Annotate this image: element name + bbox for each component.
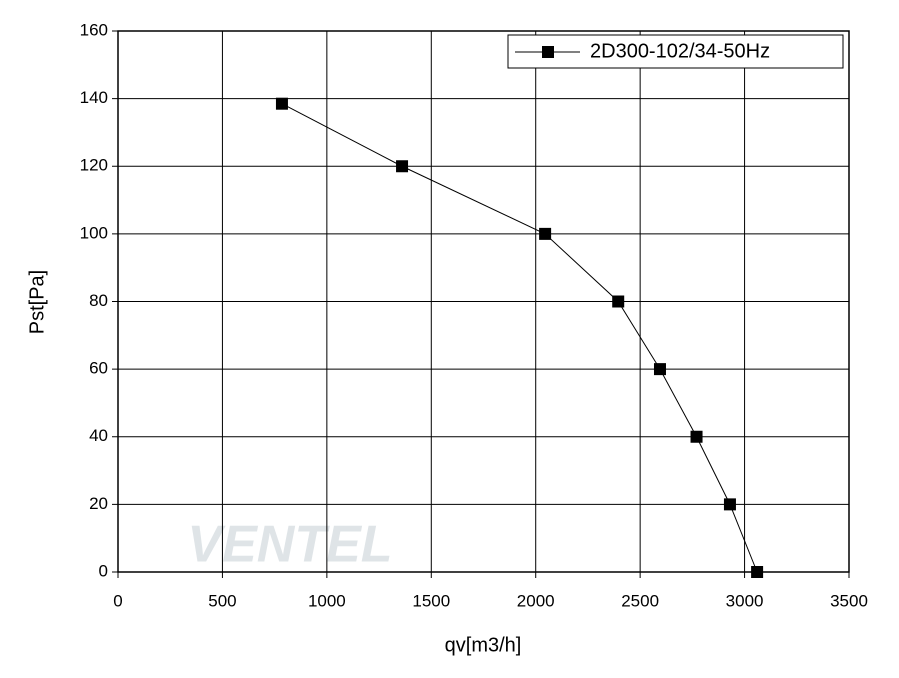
legend-marker [542, 46, 554, 58]
y-tick-label: 0 [99, 561, 108, 580]
y-tick-label: 80 [89, 291, 108, 310]
watermark: VENTEL [187, 516, 392, 574]
y-tick-label: 140 [80, 88, 108, 107]
plot-frame [117, 30, 850, 573]
x-tick-label: 2000 [517, 591, 555, 610]
data-point [723, 498, 736, 511]
x-tick-label: 500 [208, 591, 236, 610]
y-tick-label: 120 [80, 156, 108, 175]
series-line [281, 103, 758, 573]
x-tick-label: 0 [113, 591, 122, 610]
y-tick-label: 40 [89, 426, 108, 445]
y-axis-label: Pst[Pa] [26, 270, 48, 334]
x-tick-label: 3000 [726, 591, 764, 610]
x-tick-label: 2500 [621, 591, 659, 610]
x-axis-label: qv[m3/h] [445, 634, 522, 656]
data-point [751, 566, 764, 578]
data-point [653, 363, 666, 376]
data-point [612, 295, 625, 308]
data-point [539, 227, 552, 240]
x-tick-label: 1500 [412, 591, 450, 610]
y-tick-label: 160 [80, 20, 108, 39]
data-point [396, 160, 409, 173]
legend-label: 2D300-102/34-50Hz [590, 40, 770, 62]
x-tick-label: 3500 [830, 591, 868, 610]
data-point [690, 430, 703, 443]
y-tick-label: 60 [89, 359, 108, 378]
y-tick-label: 100 [80, 223, 108, 242]
x-tick-label: 1000 [308, 591, 346, 610]
y-tick-label: 20 [89, 494, 108, 513]
data-point [275, 97, 288, 110]
